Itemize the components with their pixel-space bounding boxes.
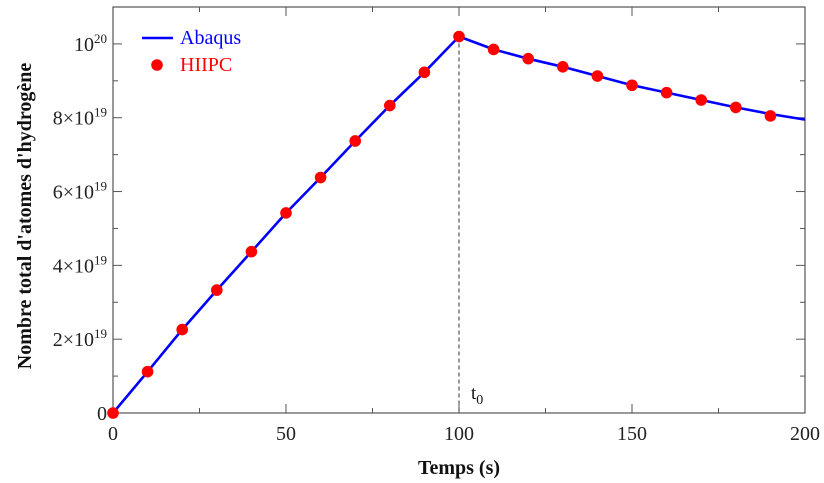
y-tick-exponent: 19 — [94, 252, 107, 267]
y-tick-label: 1020 — [74, 31, 107, 56]
data-point-hiipc — [487, 43, 500, 56]
y-axis-title: Nombre total d'atomes d'hydrogène — [14, 63, 36, 370]
data-point-hiipc — [626, 79, 638, 92]
t0-label-text: t — [471, 383, 477, 404]
x-tick-label: 50 — [276, 423, 296, 445]
y-tick-label: 4×1019 — [53, 252, 107, 277]
y-tick-mantissa: 2×10 — [53, 329, 94, 351]
y-tick-value: 0 — [97, 403, 107, 425]
data-point-hiipc — [522, 52, 534, 65]
t0-label-sub: 0 — [476, 393, 483, 408]
series-markers — [107, 30, 777, 419]
data-point-hiipc — [591, 70, 604, 82]
legend-label: HIIPC — [180, 54, 232, 76]
x-tick-label: 0 — [108, 423, 118, 445]
data-point-hiipc — [245, 245, 258, 258]
legend-label: Abaqus — [180, 27, 241, 49]
y-tick-mantissa: 4×10 — [53, 255, 94, 277]
y-tick-mantissa: 6×10 — [53, 182, 94, 204]
x-tick-label: 200 — [790, 423, 820, 445]
t0-annotation: t0 — [458, 36, 483, 413]
x-axis: 0 50 100 150 200 — [108, 7, 820, 445]
y-tick-label: 0 — [97, 403, 107, 425]
data-point-hiipc — [141, 365, 154, 378]
y-tick-mantissa: 8×10 — [53, 108, 94, 130]
data-point-hiipc — [660, 86, 673, 99]
data-point-hiipc — [764, 110, 777, 122]
data-point-hiipc — [314, 171, 327, 184]
data-point-hiipc — [107, 407, 119, 419]
data-point-hiipc — [280, 207, 292, 219]
legend: Abaqus HIIPC — [142, 27, 241, 76]
y-tick-label: 2×1019 — [53, 326, 107, 351]
y-tick-label: 6×1019 — [53, 179, 107, 204]
data-point-hiipc — [695, 94, 707, 106]
y-tick-mantissa: 10 — [74, 34, 94, 56]
data-point-hiipc — [211, 284, 223, 296]
x-tick-label: 100 — [444, 423, 474, 445]
data-point-hiipc — [384, 99, 396, 112]
data-point-hiipc — [349, 135, 362, 147]
data-point-hiipc — [176, 323, 188, 336]
legend-marker-swatch — [151, 59, 163, 71]
data-point-hiipc — [453, 30, 465, 43]
x-axis-title: Temps (s) — [418, 457, 500, 479]
y-tick-exponent: 20 — [94, 31, 107, 46]
y-tick-exponent: 19 — [94, 179, 107, 194]
data-point-hiipc — [418, 66, 431, 79]
t0-label: t0 — [471, 383, 483, 408]
data-point-hiipc — [730, 101, 742, 114]
y-tick-exponent: 19 — [94, 105, 107, 120]
y-tick-label: 8×1019 — [53, 105, 107, 130]
y-tick-exponent: 19 — [94, 326, 107, 341]
data-point-hiipc — [557, 60, 569, 73]
x-tick-label: 150 — [617, 423, 647, 445]
